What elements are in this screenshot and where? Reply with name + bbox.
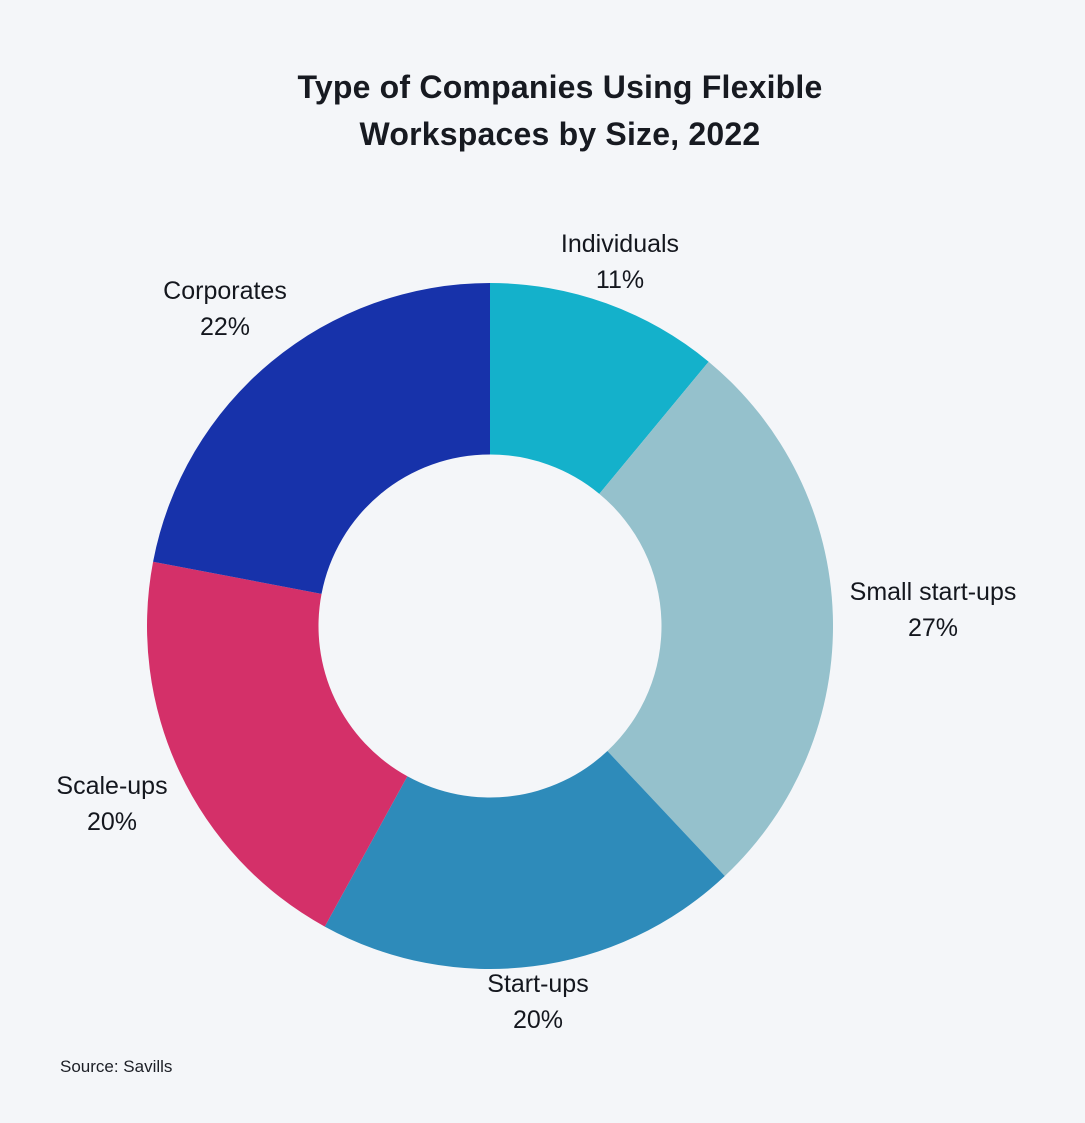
slice-label-value: 20% bbox=[86, 808, 138, 836]
slice-label-name: Start-ups bbox=[487, 970, 589, 998]
donut-segment-corporates[interactable] bbox=[153, 283, 490, 594]
source-note: Source: Savills bbox=[60, 1057, 173, 1076]
slice-label-scale-ups: Scale-ups 20% bbox=[56, 768, 167, 840]
donut-chart[interactable] bbox=[147, 283, 833, 969]
donut-segment-individuals[interactable] bbox=[490, 283, 709, 494]
slice-label-value: 27% bbox=[907, 614, 959, 642]
slice-label-name: Scale-ups bbox=[56, 772, 168, 800]
donut-segment-small-start-ups[interactable] bbox=[599, 361, 833, 877]
chart-title-line2: Workspaces by Size, 2022 bbox=[359, 116, 761, 152]
slice-label-name: Corporates bbox=[163, 277, 287, 305]
slice-label-value: 22% bbox=[199, 313, 251, 341]
slice-label-name: Small start-ups bbox=[849, 578, 1017, 606]
slice-label-small-start-ups: Small start-ups 27% bbox=[850, 574, 1017, 646]
slice-label-value: 20% bbox=[512, 1006, 564, 1034]
chart-title: Type of Companies Using Flexible Workspa… bbox=[35, 64, 1085, 158]
donut-segment-start-ups[interactable] bbox=[324, 751, 725, 969]
slice-label-name: Individuals bbox=[560, 230, 680, 258]
slice-label-value: 11% bbox=[595, 266, 645, 294]
slice-label-start-ups: Start-ups 20% bbox=[487, 966, 588, 1038]
chart-title-line1: Type of Companies Using Flexible bbox=[297, 69, 823, 105]
slice-label-individuals: Individuals 11% bbox=[561, 226, 679, 298]
slice-label-corporates: Corporates 22% bbox=[163, 273, 287, 345]
donut-segment-scale-ups[interactable] bbox=[147, 561, 408, 927]
